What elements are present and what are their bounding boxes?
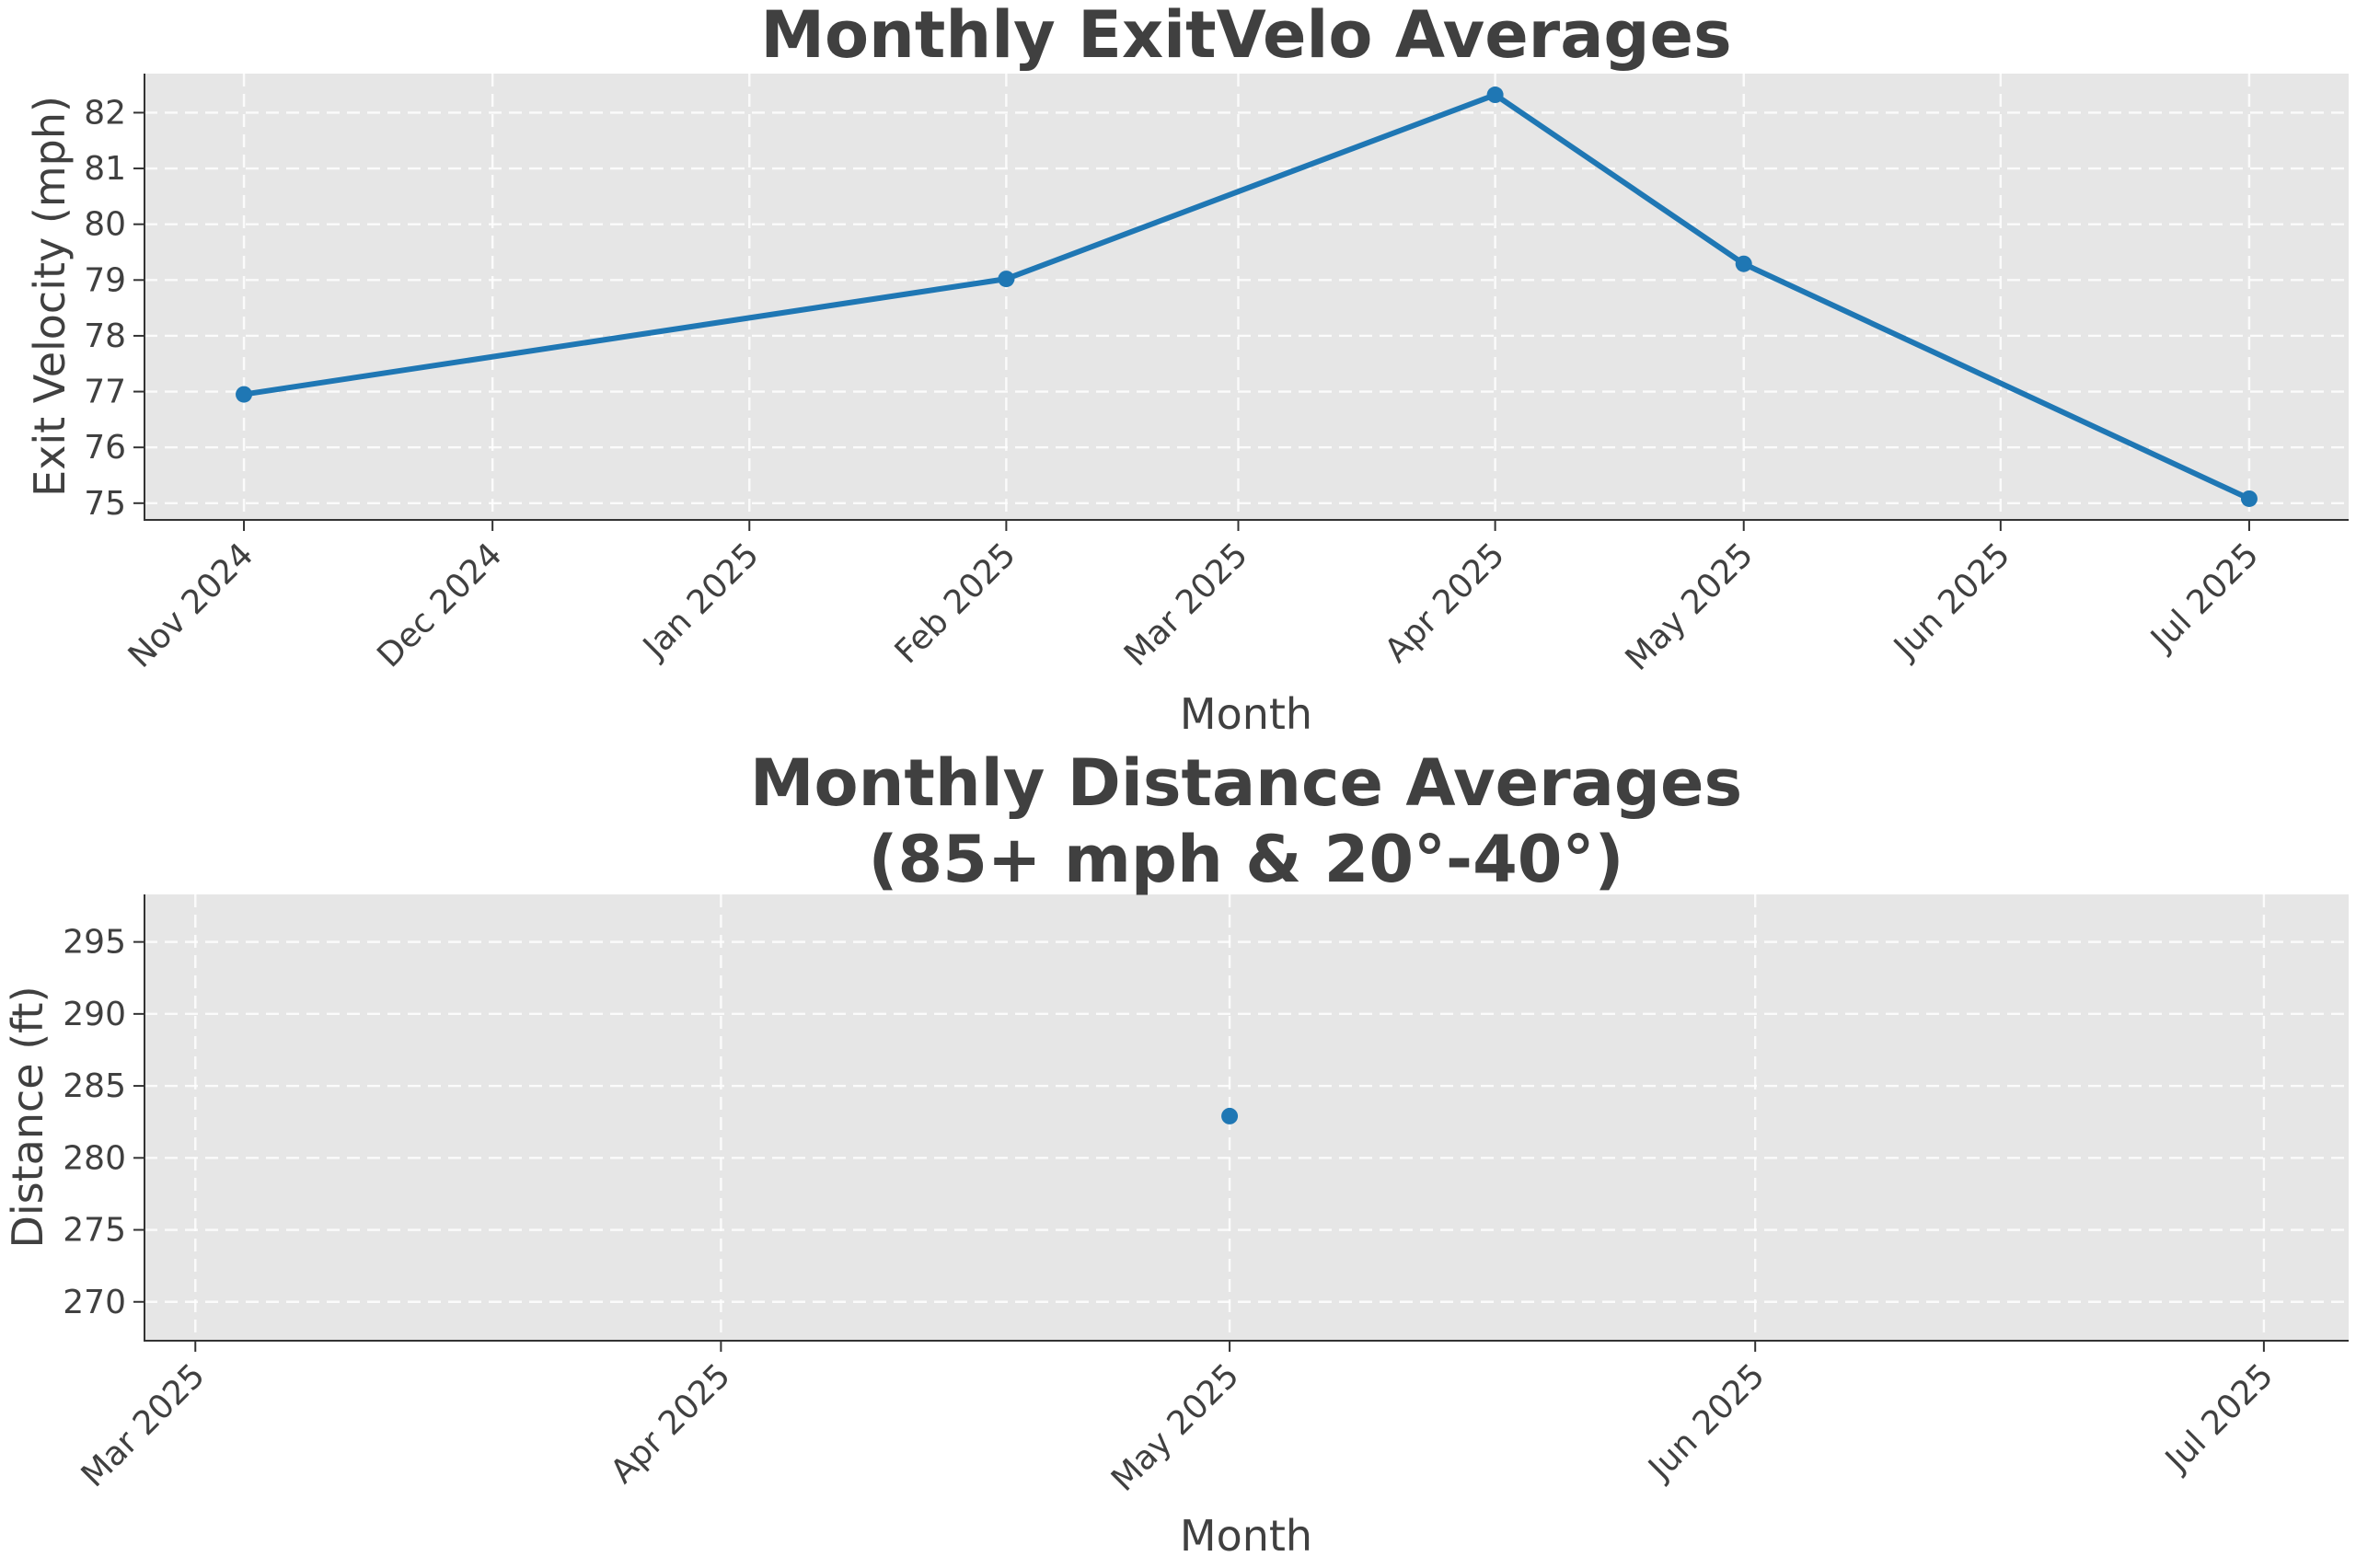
y-tick-label: 270 bbox=[63, 1284, 126, 1321]
y-tick-label: 77 bbox=[84, 374, 126, 411]
chart-title-line-2: (85+ mph & 20°-40°) bbox=[869, 822, 1624, 897]
y-tick-label: 80 bbox=[84, 206, 126, 244]
x-tick-label: Jun 2025 bbox=[1886, 536, 2017, 667]
y-axis-label: Distance (ft) bbox=[3, 986, 52, 1248]
x-tick-label: May 2025 bbox=[1619, 536, 1761, 678]
y-tick-label: 75 bbox=[84, 485, 126, 523]
exitvelo-chart: Nov 2024 Dec 2024 Jan 2025 Feb 2025 Mar 2025… bbox=[25, 0, 2349, 739]
x-tick-label: May 2025 bbox=[1104, 1356, 1247, 1499]
data-marks bbox=[236, 86, 2258, 507]
plot-area bbox=[144, 74, 2349, 520]
y-tick-label: 275 bbox=[63, 1212, 126, 1250]
y-tick-label: 81 bbox=[84, 150, 126, 188]
axis-spines bbox=[144, 74, 2349, 521]
y-tick-label: 78 bbox=[84, 317, 126, 355]
x-tick-label: Jan 2025 bbox=[635, 536, 767, 667]
data-point bbox=[1486, 86, 1504, 104]
y-tick-label: 290 bbox=[63, 996, 126, 1033]
x-tick-label: Apr 2025 bbox=[1378, 536, 1512, 670]
x-tick-label: Jul 2025 bbox=[2157, 1356, 2281, 1480]
y-axis-label: Exit Velocity (mph) bbox=[25, 96, 75, 497]
y-tick-label: 280 bbox=[63, 1139, 126, 1177]
y-tick-label: 79 bbox=[84, 261, 126, 299]
y-tick-label: 76 bbox=[84, 429, 126, 467]
x-axis-label: Month bbox=[1180, 1511, 1312, 1561]
x-tick-label: Mar 2025 bbox=[75, 1356, 213, 1494]
data-point bbox=[2240, 490, 2258, 507]
gridlines bbox=[144, 74, 2349, 520]
x-tick-label: Nov 2024 bbox=[121, 536, 261, 675]
x-axis-label: Month bbox=[1180, 689, 1312, 739]
data-point bbox=[236, 386, 253, 403]
x-tick-label: Apr 2025 bbox=[604, 1356, 738, 1491]
x-tick-label: Jun 2025 bbox=[1640, 1356, 1772, 1488]
plot-area bbox=[144, 894, 2349, 1341]
chart-title-line-1: Monthly Distance Averages bbox=[750, 745, 1742, 821]
y-tick-label: 295 bbox=[63, 924, 126, 962]
y-tick-label: 285 bbox=[63, 1067, 126, 1105]
data-point bbox=[1221, 1107, 1239, 1124]
x-tick-label: Feb 2025 bbox=[888, 536, 1023, 671]
x-tick-label: Dec 2024 bbox=[370, 536, 509, 674]
x-tick-label: Mar 2025 bbox=[1117, 536, 1255, 674]
y-tick-label: 82 bbox=[84, 94, 126, 132]
data-point bbox=[1735, 255, 1752, 272]
data-point bbox=[998, 271, 1015, 288]
data-marks bbox=[1221, 1107, 1239, 1124]
distance-chart: Mar 2025 Apr 2025 May 2025 Jun 2025 Jul 2025… bbox=[3, 745, 2349, 1561]
axis-spines bbox=[144, 894, 2349, 1342]
chart-title: Monthly ExitVelo Averages bbox=[760, 0, 1731, 73]
x-tick-label: Jul 2025 bbox=[2142, 536, 2266, 659]
gridlines bbox=[144, 894, 2349, 1341]
